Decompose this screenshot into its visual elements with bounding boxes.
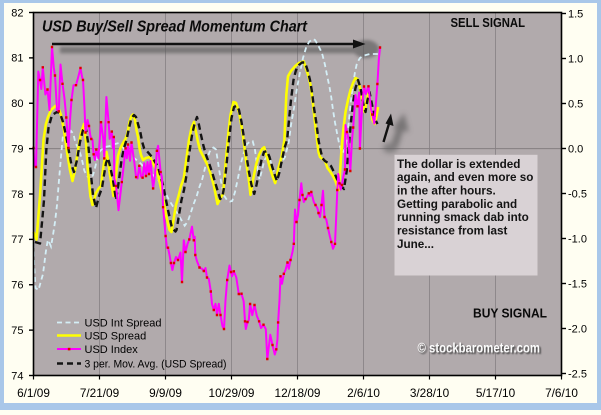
svg-text:1.0: 1.0	[568, 53, 583, 65]
svg-text:0.5: 0.5	[568, 98, 583, 110]
svg-text:Getting parabolic and: Getting parabolic and	[397, 198, 517, 211]
svg-text:1.5: 1.5	[568, 8, 583, 20]
svg-text:in the after hours.: in the after hours.	[397, 185, 496, 198]
svg-text:5/17/10: 5/17/10	[476, 386, 516, 400]
svg-text:78: 78	[11, 189, 23, 201]
svg-text:BUY SIGNAL: BUY SIGNAL	[473, 306, 547, 321]
svg-text:-1.0: -1.0	[568, 233, 587, 245]
svg-text:81: 81	[11, 53, 23, 65]
svg-text:2/6/10: 2/6/10	[347, 386, 380, 400]
svg-text:© stockbarometer.com: © stockbarometer.com	[419, 342, 542, 357]
svg-text:9/9/09: 9/9/09	[149, 386, 182, 400]
svg-text:-2.0: -2.0	[568, 323, 587, 335]
svg-text:running smack dab into: running smack dab into	[397, 211, 529, 224]
svg-text:0.0: 0.0	[568, 143, 583, 155]
svg-text:74: 74	[11, 370, 23, 382]
svg-text:-0.5: -0.5	[568, 188, 587, 200]
svg-text:USD Index: USD Index	[85, 344, 139, 356]
svg-text:-1.5: -1.5	[568, 278, 587, 290]
svg-text:7/21/09: 7/21/09	[80, 386, 119, 400]
svg-text:June...: June...	[397, 238, 434, 251]
svg-text:77: 77	[11, 234, 23, 246]
svg-text:© stockbarometer.com: © stockbarometer.com	[418, 341, 541, 356]
svg-text:3 per. Mov. Avg. (USD Spread): 3 per. Mov. Avg. (USD Spread)	[85, 358, 227, 370]
svg-text:resistance from last: resistance from last	[397, 225, 508, 238]
svg-text:10/29/09: 10/29/09	[209, 386, 255, 400]
svg-text:76: 76	[11, 280, 23, 292]
svg-text:again, and even more so: again, and even more so	[397, 171, 533, 184]
svg-text:75: 75	[11, 325, 23, 337]
svg-text:USD Spread: USD Spread	[85, 330, 147, 342]
svg-text:7/6/10: 7/6/10	[545, 386, 578, 400]
svg-text:USD Int Spread: USD Int Spread	[85, 317, 162, 329]
svg-text:82: 82	[11, 7, 23, 19]
svg-text:6/1/09: 6/1/09	[17, 386, 50, 400]
svg-text:SELL SIGNAL: SELL SIGNAL	[451, 15, 526, 30]
svg-text:-2.5: -2.5	[568, 368, 587, 380]
svg-text:80: 80	[11, 98, 23, 110]
svg-text:12/18/09: 12/18/09	[275, 386, 321, 400]
svg-text:79: 79	[11, 143, 23, 155]
svg-text:3/28/10: 3/28/10	[410, 386, 450, 400]
svg-text:The dollar is extended: The dollar is extended	[397, 158, 520, 171]
svg-text:USD Buy/Sell Spread Momentum C: USD Buy/Sell Spread Momentum Chart	[42, 19, 308, 36]
